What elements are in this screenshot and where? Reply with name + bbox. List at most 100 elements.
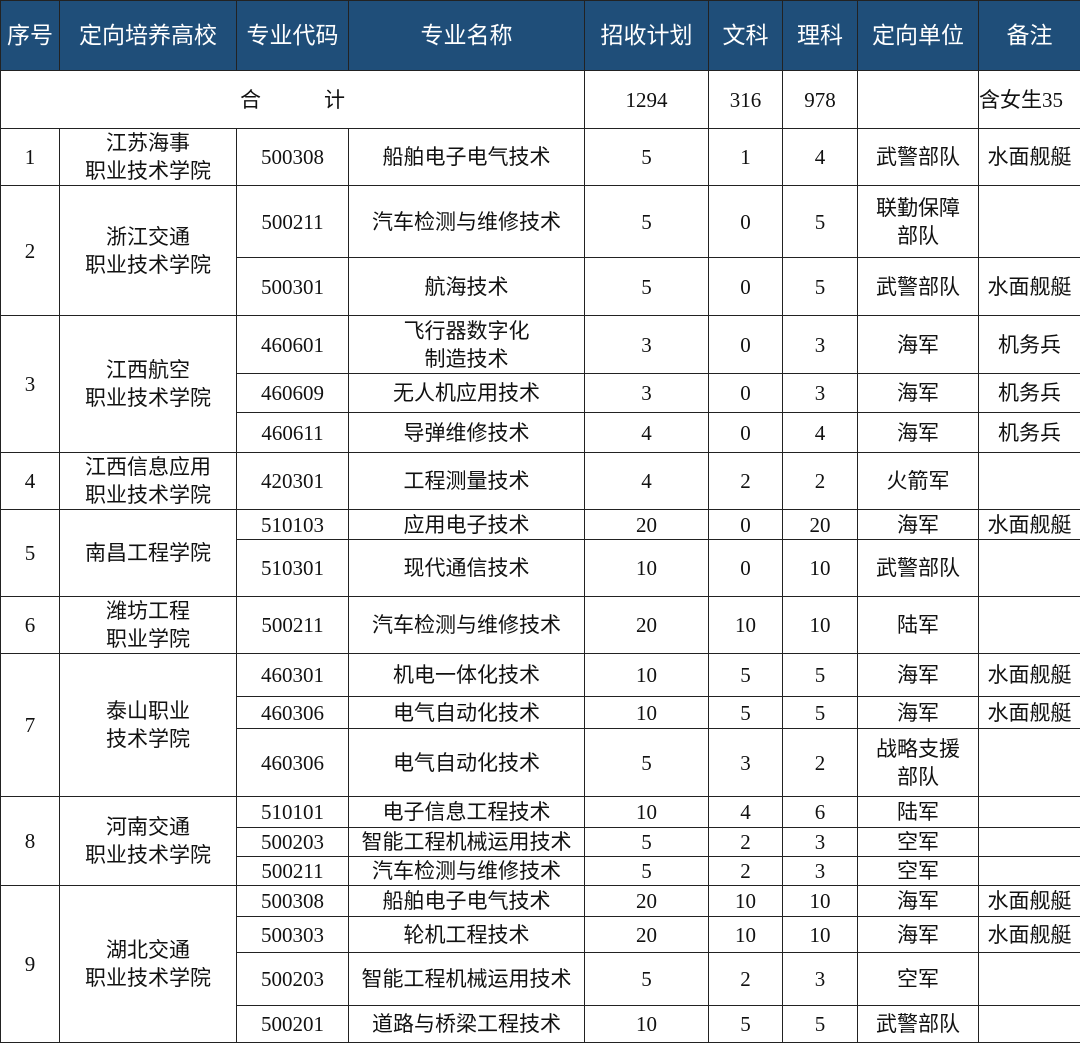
header-plan: 招收计划 — [584, 0, 709, 71]
major-name: 智能工程机械运用技术 — [348, 952, 585, 1006]
note — [978, 185, 1080, 258]
wen-count: 4 — [708, 796, 783, 828]
target-unit: 武警部队 — [857, 257, 979, 316]
header-major: 专业名称 — [348, 0, 585, 71]
total-unit — [857, 70, 979, 129]
school-name: 河南交通 职业技术学院 — [59, 796, 237, 886]
li-count: 10 — [782, 539, 858, 597]
target-unit: 战略支援 部队 — [857, 728, 979, 797]
header-school: 定向培养高校 — [59, 0, 237, 71]
major-code: 500211 — [236, 596, 349, 654]
wen-count: 5 — [708, 653, 783, 697]
header-row: 序号 定向培养高校 专业代码 专业名称 招收计划 文科 理科 定向单位 备注 — [0, 0, 1080, 71]
table-row: 4 江西信息应用 职业技术学院 420301 工程测量技术 4 2 2 火箭军 — [0, 452, 1080, 510]
li-count: 3 — [782, 827, 858, 857]
target-unit: 海军 — [857, 412, 979, 453]
wen-count: 0 — [708, 539, 783, 597]
major-code: 500308 — [236, 885, 349, 917]
li-count: 6 — [782, 796, 858, 828]
major-code: 460306 — [236, 728, 349, 797]
table-row: 2 浙江交通 职业技术学院 500211 汽车检测与维修技术 5 0 5 联勤保障 部队 — [0, 185, 1080, 316]
wen-count: 0 — [708, 185, 783, 258]
major-code: 500203 — [236, 952, 349, 1006]
major-code: 500211 — [236, 856, 349, 886]
header-code: 专业代码 — [236, 0, 349, 71]
plan-count: 5 — [584, 952, 709, 1006]
major-code: 510301 — [236, 539, 349, 597]
wen-count: 0 — [708, 315, 783, 374]
major-name: 电气自动化技术 — [348, 696, 585, 729]
plan-count: 5 — [584, 827, 709, 857]
wen-count: 0 — [708, 412, 783, 453]
table-row: 500203 智能工程机械运用技术 5 2 3 空军 — [1, 827, 1080, 857]
li-count: 20 — [782, 509, 858, 540]
major-code: 460301 — [236, 653, 349, 697]
target-unit: 陆军 — [857, 796, 979, 828]
major-name: 汽车检测与维修技术 — [348, 856, 585, 886]
major-name: 汽车检测与维修技术 — [348, 185, 585, 258]
major-name: 船舶电子电气技术 — [348, 128, 585, 186]
school-name: 潍坊工程 职业学院 — [59, 596, 237, 654]
major-code: 510101 — [236, 796, 349, 828]
target-unit: 空军 — [857, 856, 979, 886]
table-row: 7 泰山职业 技术学院 460301 机电一体化技术 10 5 5 海军 水面舰艇 — [0, 653, 1080, 797]
plan-count: 10 — [584, 653, 709, 697]
school-index: 2 — [0, 185, 60, 316]
total-wen: 316 — [708, 70, 783, 129]
note — [978, 1005, 1080, 1043]
school-name: 南昌工程学院 — [59, 509, 237, 597]
school-name: 江苏海事 职业技术学院 — [59, 128, 237, 186]
school-name: 泰山职业 技术学院 — [59, 653, 237, 797]
plan-count: 20 — [584, 596, 709, 654]
li-count: 10 — [782, 916, 858, 953]
li-count: 3 — [782, 315, 858, 374]
plan-count: 5 — [584, 257, 709, 316]
wen-count: 2 — [708, 952, 783, 1006]
plan-count: 20 — [584, 916, 709, 953]
target-unit: 海军 — [857, 373, 979, 413]
wen-count: 2 — [708, 827, 783, 857]
li-count: 3 — [782, 856, 858, 886]
target-unit: 武警部队 — [857, 128, 979, 186]
plan-count: 10 — [584, 539, 709, 597]
plan-count: 20 — [584, 509, 709, 540]
header-wen: 文科 — [708, 0, 783, 71]
li-count: 10 — [782, 885, 858, 917]
header-unit: 定向单位 — [857, 0, 979, 71]
school-index: 4 — [0, 452, 60, 510]
major-code: 500201 — [236, 1005, 349, 1043]
plan-count: 3 — [584, 315, 709, 374]
major-name: 无人机应用技术 — [348, 373, 585, 413]
note — [978, 539, 1080, 597]
li-count: 3 — [782, 373, 858, 413]
major-name: 机电一体化技术 — [348, 653, 585, 697]
major-name: 电气自动化技术 — [348, 728, 585, 797]
school-index: 9 — [0, 885, 60, 1043]
target-unit: 联勤保障 部队 — [857, 185, 979, 258]
major-name: 导弹维修技术 — [348, 412, 585, 453]
major-code: 510103 — [236, 509, 349, 540]
note: 机务兵 — [978, 412, 1080, 453]
target-unit: 海军 — [857, 653, 979, 697]
header-note: 备注 — [978, 0, 1080, 71]
wen-count: 5 — [708, 1005, 783, 1043]
wen-count: 2 — [708, 452, 783, 510]
major-code: 500303 — [236, 916, 349, 953]
note: 水面舰艇 — [978, 509, 1080, 540]
li-count: 5 — [782, 1005, 858, 1043]
target-unit: 火箭军 — [857, 452, 979, 510]
plan-count: 3 — [584, 373, 709, 413]
note — [978, 856, 1080, 886]
note — [978, 452, 1080, 510]
plan-count: 20 — [584, 885, 709, 917]
major-name: 航海技术 — [348, 257, 585, 316]
note — [978, 728, 1080, 797]
plan-count: 4 — [584, 452, 709, 510]
major-code: 460611 — [236, 412, 349, 453]
table-row: 460306 电气自动化技术 10 5 5 海军 水面舰艇 — [1, 696, 1080, 729]
target-unit: 空军 — [857, 952, 979, 1006]
header-li: 理科 — [782, 0, 858, 71]
li-count: 5 — [782, 185, 858, 258]
major-code: 460601 — [236, 315, 349, 374]
major-code: 500211 — [236, 185, 349, 258]
